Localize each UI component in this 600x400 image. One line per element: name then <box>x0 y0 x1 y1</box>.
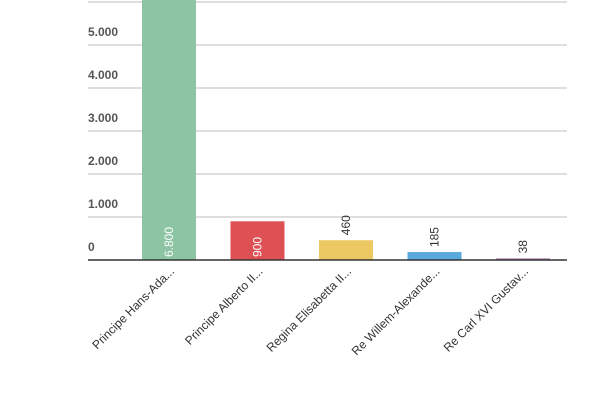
bar <box>496 258 550 260</box>
y-tick-label: 3.000 <box>88 111 118 125</box>
y-tick-label: 5.000 <box>88 25 118 39</box>
x-tick-label: Re Willem-Alexande... <box>349 264 443 358</box>
bar-value-label: 6.800 <box>162 227 176 257</box>
y-tick-label: 0 <box>88 240 95 254</box>
bar <box>142 0 196 260</box>
bar <box>319 240 373 260</box>
bar-value-label: 460 <box>339 215 353 235</box>
bar-value-label: 38 <box>516 240 530 254</box>
bar-value-label: 185 <box>428 227 442 247</box>
x-tick-label: Regina Elisabetta II... <box>264 264 355 355</box>
bars-layer <box>142 0 550 260</box>
y-tick-label: 2.000 <box>88 154 118 168</box>
bar <box>230 221 285 260</box>
y-tick-label: 4.000 <box>88 68 118 82</box>
bar-value-label: 900 <box>251 237 265 257</box>
x-tick-label: Principe Hans-Ada... <box>89 264 177 352</box>
y-tick-label: 1.000 <box>88 197 118 211</box>
x-tick-label: Re Carl XVI Gustav... <box>441 264 531 354</box>
bar <box>407 252 462 260</box>
x-tick-label: Principe Alberto II... <box>182 264 265 347</box>
